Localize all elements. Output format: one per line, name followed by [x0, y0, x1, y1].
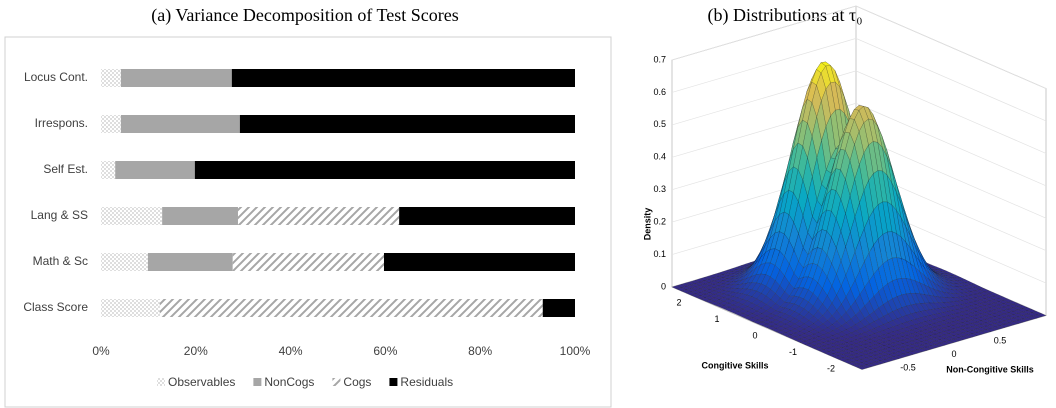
- z-tick-label: 0.1: [653, 249, 666, 259]
- y-tick-label: -2: [827, 364, 835, 374]
- grid-line: [671, 38, 1047, 122]
- grid-line: [671, 102, 1047, 187]
- bar-segment: [194, 161, 576, 179]
- x-tick-label: 60%: [373, 344, 397, 358]
- grid-line: [671, 70, 1047, 154]
- bar-segment: [101, 299, 160, 317]
- z-tick-label: 0.4: [653, 152, 666, 162]
- legend-label: Cogs: [343, 375, 371, 389]
- x-tick-label: -0.5: [900, 362, 916, 372]
- y-tick-label: 0: [752, 331, 757, 341]
- y-tick-label: Locus Cont.: [24, 70, 88, 84]
- z-tick-label: 0.3: [653, 184, 666, 194]
- bar-segment: [120, 115, 240, 133]
- bar-segment: [101, 161, 116, 179]
- bar-segment: [115, 161, 195, 179]
- y-tick-label: Lang & SS: [31, 208, 88, 222]
- bar-segment: [162, 207, 238, 225]
- bar-segment: [159, 299, 543, 317]
- z-tick-label: 0.6: [653, 87, 666, 97]
- grid-line: [671, 5, 1047, 89]
- y-tick-label: 2: [676, 298, 681, 308]
- surface: [671, 61, 1047, 370]
- y-tick-label: Math & Sc: [33, 254, 88, 268]
- y-tick-label: -1: [789, 347, 797, 357]
- z-tick-label: 0.7: [653, 54, 666, 64]
- panel-a-title: (a) Variance Decomposition of Test Score…: [151, 5, 459, 26]
- y-tick-label: Self Est.: [43, 162, 88, 176]
- bar-segment: [101, 69, 121, 87]
- bar-segment: [383, 253, 575, 271]
- panel-b-title: (b) Distributions at τ₀: [708, 5, 863, 26]
- bar-segment: [147, 253, 233, 271]
- y-axis-label: Congitive Skills: [701, 360, 768, 370]
- y-tick-label: 1: [714, 314, 719, 324]
- y-tick-label: Class Score: [23, 300, 88, 314]
- z-axis-label: Density: [642, 208, 652, 241]
- y-tick-label: Irrespons.: [35, 116, 88, 130]
- bar-segment: [101, 115, 121, 133]
- legend-swatch: [253, 378, 262, 386]
- legend-swatch: [389, 378, 398, 386]
- z-tick-label: 0: [661, 281, 666, 291]
- bar-segment: [542, 299, 575, 317]
- bar-segment: [239, 115, 575, 133]
- bar-segment: [101, 207, 163, 225]
- bar-segment: [231, 69, 575, 87]
- x-tick-label: 40%: [279, 344, 303, 358]
- bar-segment: [237, 207, 400, 225]
- x-tick-label: 80%: [468, 344, 492, 358]
- x-tick-label: 100%: [560, 344, 591, 358]
- x-axis-label: Non-Congitive Skills: [946, 364, 1034, 374]
- legend-swatch: [332, 378, 341, 386]
- bar-segment: [232, 253, 384, 271]
- bar-segment: [399, 207, 575, 225]
- surface-facet: [856, 365, 867, 370]
- legend-swatch: [157, 378, 165, 386]
- x-tick-label: 0: [951, 349, 956, 359]
- bar-segment: [101, 253, 148, 271]
- legend-label: Residuals: [400, 375, 453, 389]
- x-tick-label: 0%: [92, 344, 110, 358]
- legend-label: NonCogs: [264, 375, 314, 389]
- z-tick-label: 0.2: [653, 217, 666, 227]
- z-tick-label: 0.5: [653, 119, 666, 129]
- bar-segment: [120, 69, 232, 87]
- x-tick-label: 0.5: [994, 335, 1007, 345]
- legend-label: Observables: [168, 375, 235, 389]
- x-tick-label: 20%: [184, 344, 208, 358]
